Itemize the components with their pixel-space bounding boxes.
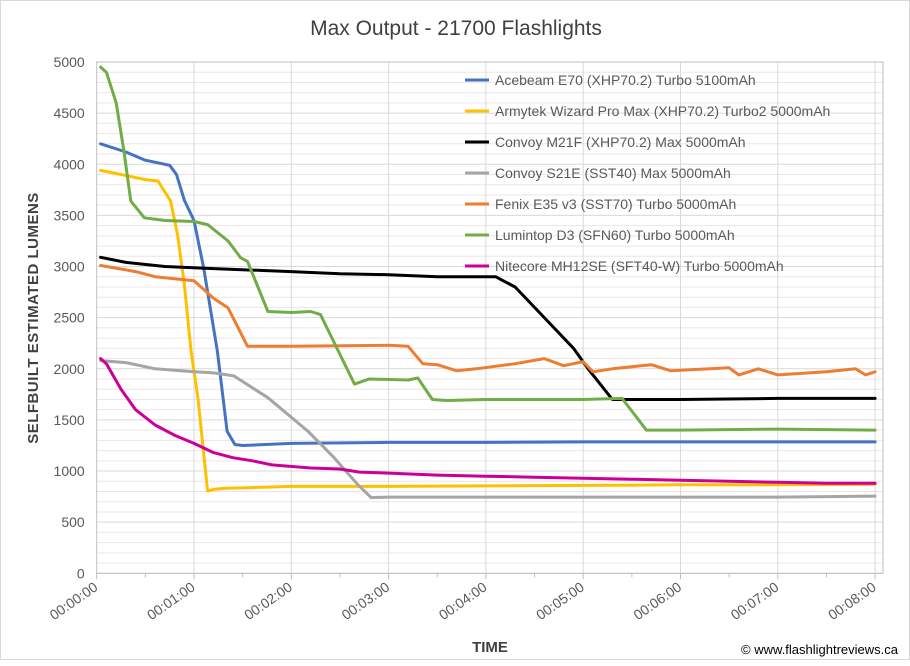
x-tick-label: 00:08:00 — [825, 579, 879, 623]
y-tick-label: 4000 — [54, 156, 85, 172]
x-tick-label: 00:04:00 — [436, 579, 490, 623]
chart-title: Max Output - 21700 Flashlights — [310, 17, 602, 40]
y-tick-label: 500 — [61, 514, 85, 530]
x-tick-label: 00:06:00 — [630, 579, 684, 623]
series-line-1 — [99, 142, 877, 447]
y-tick-label: 0 — [77, 565, 85, 581]
y-tick-label: 4500 — [54, 105, 85, 121]
x-tick-label: 00:07:00 — [728, 579, 782, 623]
y-tick-label: 3500 — [54, 207, 85, 223]
y-tick-label: 1000 — [54, 463, 85, 479]
legend-entry: Fenix E35 v3 (SST70) Turbo 5000mAh — [495, 196, 736, 212]
plot-area-border — [96, 61, 884, 574]
legend-entry: Armytek Wizard Pro Max (XHP70.2) Turbo2 … — [495, 103, 830, 119]
x-tick-label: 00:01:00 — [144, 579, 198, 623]
y-tick-label: 3000 — [54, 259, 85, 275]
x-tick-label: 00:03:00 — [338, 579, 392, 623]
copyright-text: © www.flashlightreviews.ca — [741, 642, 899, 657]
series-line-7 — [99, 357, 877, 485]
x-tick-label: 00:00:00 — [47, 579, 101, 623]
legend-entry: Acebeam E70 (XHP70.2) Turbo 5100mAh — [495, 72, 756, 88]
legend-entry: Nitecore MH12SE (SFT40-W) Turbo 5000mAh — [495, 258, 784, 274]
series-line-4 — [99, 359, 877, 500]
y-tick-label: 5000 — [54, 54, 85, 70]
series-line-5 — [99, 264, 877, 377]
x-tick-label: 00:02:00 — [241, 579, 295, 623]
y-tick-label: 2000 — [54, 361, 85, 377]
y-tick-label: 2500 — [54, 310, 85, 326]
series-line-3 — [99, 255, 877, 401]
legend-entry: Convoy M21F (XHP70.2) Max 5000mAh — [495, 134, 746, 150]
y-axis-label: SELFBUILT ESTIMATED LUMENS — [25, 192, 42, 444]
x-axis-label: TIME — [472, 639, 508, 656]
y-tick-label: 1500 — [54, 412, 85, 428]
x-tick-label: 00:05:00 — [533, 579, 587, 623]
series-line-6 — [99, 65, 877, 432]
legend-entry: Convoy S21E (SST40) Max 5000mAh — [495, 165, 731, 181]
legend-entry: Lumintop D3 (SFN60) Turbo 5000mAh — [495, 227, 735, 243]
series-line-2 — [99, 168, 877, 493]
